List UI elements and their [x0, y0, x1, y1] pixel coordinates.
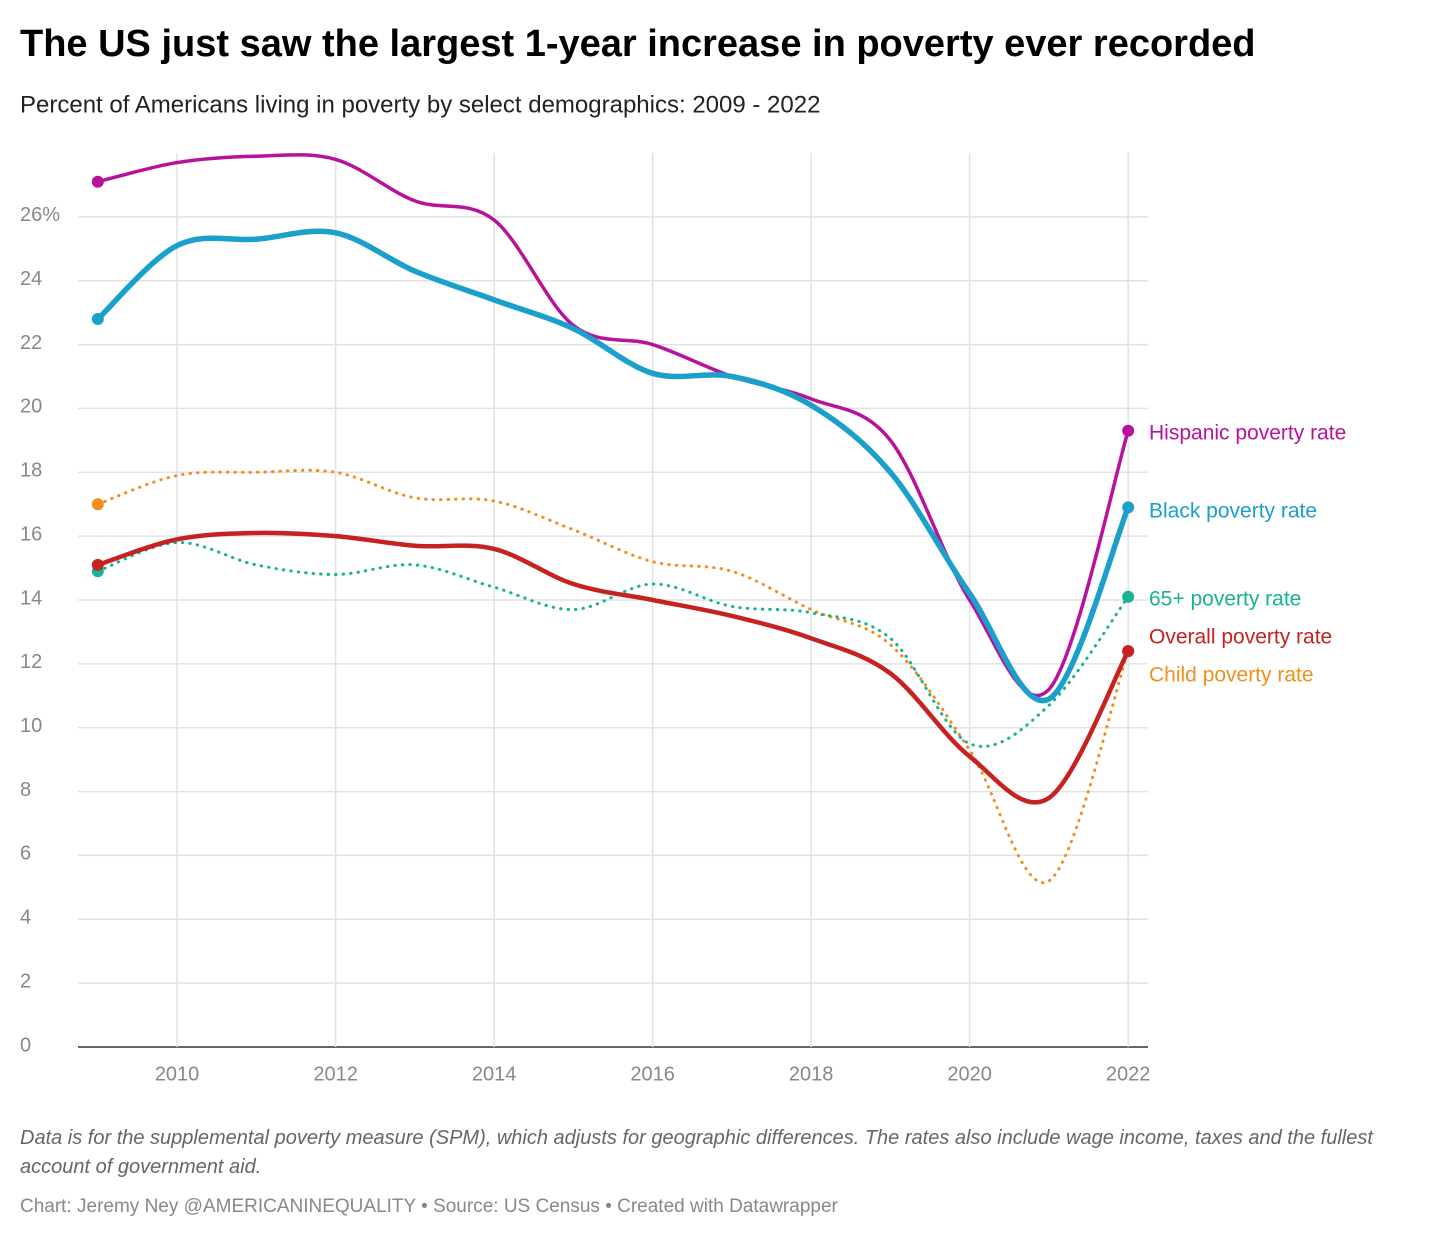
x-tick-label: 2010	[155, 1063, 200, 1085]
x-tick-label: 2012	[313, 1063, 358, 1085]
y-tick-label: 8	[20, 779, 31, 801]
end-dot	[1122, 645, 1135, 658]
y-tick-label: 12	[20, 651, 42, 673]
series-label: 65+ poverty rate	[1149, 588, 1301, 611]
y-tick-label: 0	[20, 1034, 31, 1056]
source: Chart: Jeremy Ney @AMERICANINEQUALITY • …	[20, 1196, 839, 1217]
end-dot	[1122, 424, 1135, 437]
x-tick-label: 2018	[789, 1063, 834, 1085]
series-line	[96, 541, 1130, 748]
x-tick-label: 2022	[1106, 1063, 1151, 1085]
y-tick-label: 4	[20, 907, 31, 929]
y-tick-label: 10	[20, 715, 42, 737]
y-tick-label: 14	[20, 587, 42, 609]
y-tick-label: 18	[20, 460, 42, 482]
y-tick-label: 6	[20, 843, 31, 865]
series-line	[96, 468, 1130, 885]
series-label: Child poverty rate	[1149, 664, 1314, 687]
chart-title: The US just saw the largest 1-year incre…	[20, 23, 1256, 65]
notes: Data is for the supplemental poverty mea…	[20, 1127, 1373, 1178]
chart-subtitle: Percent of Americans living in poverty b…	[20, 91, 820, 118]
end-dot	[1122, 590, 1135, 603]
x-tick-label: 2016	[630, 1063, 675, 1085]
x-tick-label: 2014	[472, 1063, 517, 1085]
end-dot	[91, 175, 104, 188]
notes-box: Data is for the supplemental poverty mea…	[20, 1127, 1373, 1178]
end-dot	[91, 498, 104, 511]
series-line	[95, 228, 1131, 704]
series-label: Overall poverty rate	[1149, 626, 1332, 649]
end-dot	[91, 313, 104, 326]
series-label: Hispanic poverty rate	[1149, 422, 1346, 445]
series-line	[95, 530, 1131, 805]
x-tick-label: 2020	[947, 1063, 992, 1085]
end-dot	[91, 558, 104, 571]
series-label: Black poverty rate	[1149, 500, 1317, 523]
end-dot	[1122, 501, 1135, 514]
y-tick-label: 22	[20, 332, 42, 354]
y-tick-label: 24	[20, 268, 42, 290]
y-tick-label: 20	[20, 396, 42, 418]
series-line	[96, 153, 1130, 698]
y-tick-label: 16	[20, 523, 42, 545]
y-tick-label: 26%	[20, 204, 60, 226]
y-tick-label: 2	[20, 970, 31, 992]
